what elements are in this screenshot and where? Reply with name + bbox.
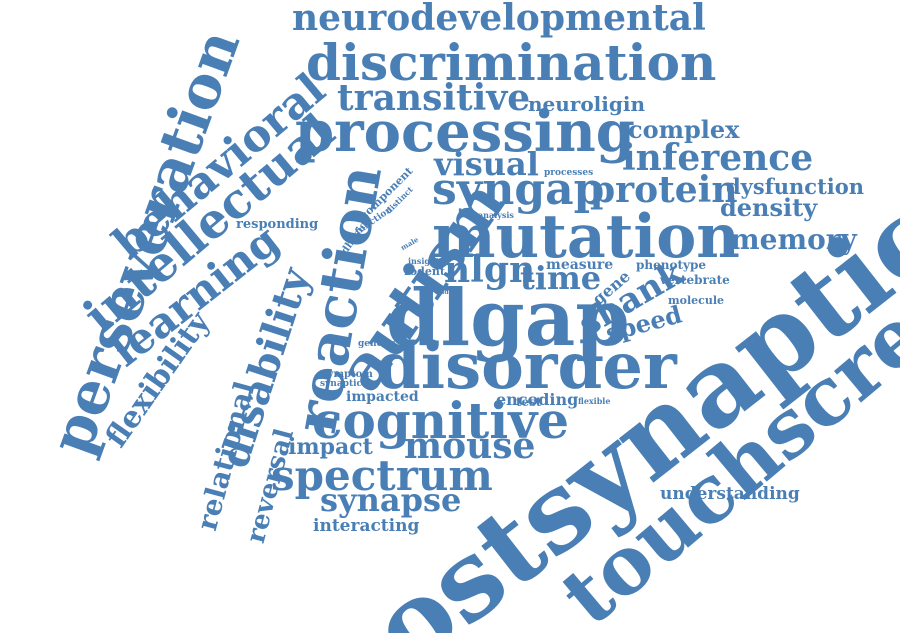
word-responding: responding	[236, 217, 319, 232]
word-spectrum: spectrum	[271, 451, 493, 500]
word-test: test	[516, 395, 542, 409]
word-molecule: molecule	[668, 294, 725, 307]
word-protein: protein	[590, 169, 738, 211]
word-ndds: ndds	[440, 289, 457, 296]
word-vertebrate: vertebrate	[660, 273, 730, 287]
word-time: time	[520, 259, 602, 297]
word-mutation: mutation	[432, 202, 740, 272]
word-encoding: encoding	[496, 390, 579, 409]
word-transitive: transitive	[337, 77, 531, 119]
word-dysfunction: dysfunction	[726, 174, 865, 199]
word-analysis: analysis	[478, 210, 514, 220]
word-impacted: impacted	[346, 389, 419, 405]
word-neurodevelopmental: neurodevelopmental	[292, 0, 706, 39]
word-nlgn: nlgn	[444, 249, 536, 291]
word-discrimination: discrimination	[306, 33, 717, 92]
word-synapse: synapse	[320, 481, 462, 519]
word-inference: inference	[622, 137, 814, 179]
word-processes: processes	[544, 168, 594, 178]
word-measure: measure	[546, 257, 614, 273]
word-genetic: genetic	[358, 339, 396, 349]
word-phenotype: phenotype	[636, 258, 707, 272]
word-understanding: understanding	[660, 484, 800, 504]
word-memory: memory	[730, 223, 857, 256]
word-mouse: mouse	[404, 425, 536, 467]
word-complex: complex	[628, 115, 740, 144]
word-rodent: rodent	[404, 265, 445, 278]
word-cognitive: cognitive	[312, 391, 570, 450]
word-neuroligin: neuroligin	[528, 92, 646, 116]
word-processing: processing	[295, 99, 635, 165]
word-interacting: interacting	[313, 516, 420, 536]
word-disorder: disorder	[376, 329, 677, 404]
word-density: density	[720, 193, 818, 222]
word-impact: impact	[288, 434, 373, 460]
word-data: data	[474, 321, 489, 328]
word-flexible: flexible	[578, 396, 611, 406]
word-syngap: syngap	[432, 164, 605, 215]
word-visual: visual	[434, 145, 539, 183]
word-synaptic: synaptic	[320, 379, 363, 389]
word-insight: insight	[408, 256, 440, 266]
word-symptom: symptom	[322, 369, 373, 380]
word-dlgap: dlgap	[386, 273, 630, 364]
